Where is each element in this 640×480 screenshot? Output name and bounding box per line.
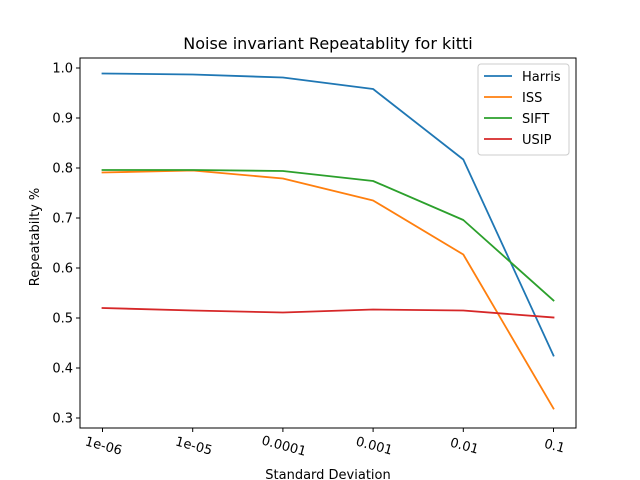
y-tick-label: 1.0	[52, 62, 73, 77]
y-axis-label: Repeatabilty %	[28, 188, 43, 286]
y-tick-label: 0.3	[52, 412, 73, 427]
x-tick-label: 0.001	[354, 435, 394, 459]
series-group	[101, 72, 555, 410]
series-line-iss	[101, 169, 555, 410]
legend-label-harris: Harris	[522, 70, 561, 85]
series-line-harris	[101, 72, 555, 357]
y-tick-label: 0.5	[52, 312, 73, 327]
x-tick-label: 1e-06	[83, 435, 123, 459]
y-tick-label: 0.4	[52, 362, 73, 377]
y-tick-label: 0.8	[52, 162, 73, 177]
y-tick-label: 0.9	[52, 112, 73, 127]
legend: Harris ISS SIFT USIP	[477, 63, 570, 156]
x-tick-label: 0.01	[448, 436, 480, 458]
legend-label-sift: SIFT	[522, 112, 549, 127]
chart-title: Noise invariant Repeatablity for kitti	[183, 34, 472, 53]
x-tick-label: 1e-05	[174, 435, 214, 459]
series-line-sift	[101, 169, 555, 302]
y-tick-label: 0.7	[52, 212, 73, 227]
x-tick-label: 0.0001	[260, 433, 308, 459]
x-tick-label: 0.1	[542, 437, 566, 457]
axes-frame	[79, 57, 577, 429]
legend-label-usip: USIP	[522, 133, 552, 148]
y-tick-label: 0.6	[52, 262, 73, 277]
legend-label-iss: ISS	[522, 91, 542, 106]
legend-box	[477, 63, 570, 156]
x-axis-label: Standard Deviation	[265, 468, 390, 480]
series-line-usip	[101, 307, 555, 319]
